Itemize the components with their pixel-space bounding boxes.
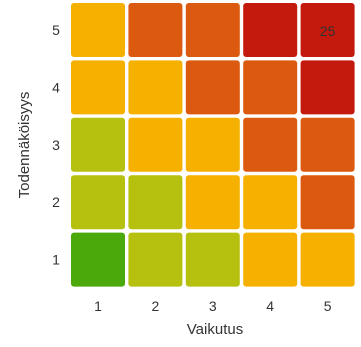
- heatmap-cell-5-2: [300, 175, 355, 230]
- x-tick-label: 5: [324, 298, 332, 314]
- heatmap-cell-1-3: [71, 117, 125, 172]
- heatmap-cell-3-1: [185, 232, 240, 287]
- heatmap-cell-5-1: [300, 232, 355, 287]
- heatmap-cell-5-5: [300, 3, 355, 57]
- heatmap-cell-4-5: [243, 3, 298, 57]
- heatmap-cell-4-2: [243, 175, 298, 230]
- cell-annotation: 25: [320, 23, 336, 39]
- heatmap-cell-3-4: [185, 60, 240, 115]
- heatmap-cells: [71, 3, 355, 287]
- heatmap-cell-2-5: [128, 3, 183, 57]
- y-tick-label: 4: [52, 79, 60, 95]
- x-tick-label: 4: [266, 298, 274, 314]
- y-tick-label: 5: [52, 22, 60, 38]
- x-axis-ticks: 1 2 3 4 5: [94, 298, 332, 314]
- heatmap-cell-3-5: [185, 3, 240, 57]
- heatmap-cell-4-3: [243, 117, 298, 172]
- heatmap-cell-4-1: [243, 232, 298, 287]
- heatmap-cell-2-4: [128, 60, 183, 115]
- y-tick-label: 1: [52, 252, 60, 268]
- x-tick-label: 3: [209, 298, 217, 314]
- heatmap-cell-1-2: [71, 175, 125, 230]
- heatmap-cell-2-1: [128, 232, 183, 287]
- y-tick-label: 2: [52, 194, 60, 210]
- heatmap-cell-1-4: [71, 60, 125, 115]
- y-axis-ticks: 5 4 3 2 1: [52, 22, 60, 268]
- heatmap-cell-1-5: [71, 3, 125, 57]
- heatmap-cell-3-3: [185, 117, 240, 172]
- x-tick-label: 2: [152, 298, 160, 314]
- heatmap-cell-1-1: [71, 232, 125, 287]
- y-axis-label: Todennäköisyys: [16, 92, 33, 199]
- heatmap-cell-3-2: [185, 175, 240, 230]
- x-axis-label: Vaikutus: [187, 321, 243, 338]
- heatmap-cell-4-4: [243, 60, 298, 115]
- heatmap-cell-5-4: [300, 60, 355, 115]
- heatmap-cell-5-3: [300, 117, 355, 172]
- heatmap-cell-2-2: [128, 175, 183, 230]
- y-tick-label: 3: [52, 137, 60, 153]
- cell-annotations: 25: [320, 23, 336, 39]
- heatmap-cell-2-3: [128, 117, 183, 172]
- x-tick-label: 1: [94, 298, 102, 314]
